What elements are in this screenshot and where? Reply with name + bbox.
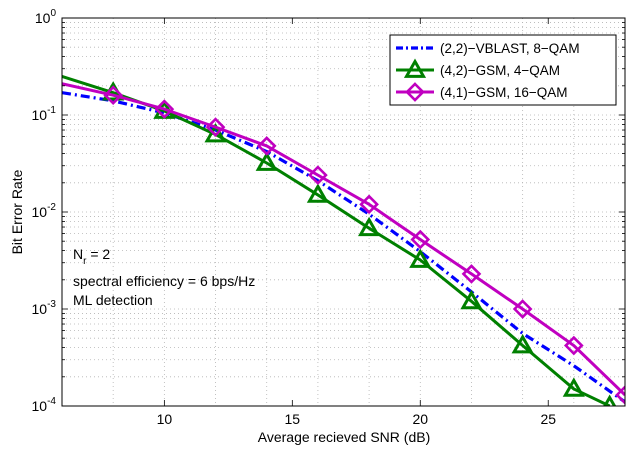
y-tick-base: 10 [32, 204, 48, 220]
legend-marker [403, 58, 427, 78]
data-point-diamond [308, 165, 328, 185]
legend: (2,2)−VBLAST, 8−QAM (4,2)−GSM, 4−QAM (4,1)… [389, 34, 617, 106]
y-tick-base: 10 [32, 107, 48, 123]
y-tick-base: 10 [32, 301, 48, 317]
data-point-diamond [512, 299, 533, 319]
data-point-diamond [359, 194, 379, 215]
series-3 [62, 82, 625, 405]
data-point-diamond [154, 99, 175, 119]
y-tick-label: 100 [35, 8, 57, 26]
data-point-diamond [103, 85, 124, 106]
legend-entry: (4,1)−GSM, 16−QAM [396, 82, 568, 102]
legend-entry: (4,2)−GSM, 4−QAM [396, 58, 560, 78]
y-tick-label: 10-2 [32, 202, 57, 220]
legend-entry: (2,2)−VBLAST, 8−QAM [396, 41, 580, 56]
data-point-triangle [358, 216, 381, 237]
series-2 [62, 74, 617, 406]
data-point-diamond [461, 264, 482, 284]
nr-rest: = 2 [86, 246, 110, 262]
series-line [62, 91, 625, 404]
series-1 [62, 91, 625, 404]
annotation-block: Nr = 2 spectral efficiency = 6 bps/Hz ML… [73, 246, 255, 308]
data-point-triangle [409, 248, 432, 268]
detection-annotation: ML detection [73, 292, 153, 308]
data-point-triangle [603, 394, 617, 406]
data-point-diamond [256, 136, 277, 156]
nr-annotation: Nr = 2 [73, 246, 110, 267]
nr-sub: r [83, 256, 87, 267]
data-point-diamond [615, 385, 625, 405]
data-point-triangle [306, 183, 329, 203]
y-tick-exponent: -4 [47, 396, 56, 407]
data-point-diamond [205, 117, 226, 137]
y-tick-exponent: -1 [47, 105, 56, 116]
y-tick-label: 10-3 [32, 299, 57, 317]
x-tick-label: 25 [540, 411, 556, 427]
series-line [62, 82, 625, 397]
data-point-diamond [563, 335, 584, 356]
data-point-triangle [204, 122, 227, 143]
legend-label: (2,2)−VBLAST, 8−QAM [440, 41, 580, 56]
x-tick-label: 20 [412, 411, 428, 427]
data-point-triangle [562, 377, 585, 397]
series-layer [62, 74, 625, 406]
data-point-triangle [255, 151, 278, 171]
data-point-triangle [460, 289, 483, 310]
legend-label: (4,1)−GSM, 16−QAM [440, 85, 568, 100]
y-tick-exponent: -2 [47, 202, 56, 213]
y-axis-label: Bit Error Rate [9, 169, 25, 254]
legend-marker [405, 82, 425, 102]
y-tick-exponent: -3 [47, 299, 56, 310]
y-tick-label: 10-1 [32, 105, 57, 123]
legend-items: (2,2)−VBLAST, 8−QAM (4,2)−GSM, 4−QAM (4,1)… [396, 41, 580, 102]
y-tick-label: 10-4 [32, 396, 57, 414]
y-tick-exponent: 0 [50, 8, 56, 19]
y-tick-base: 10 [35, 10, 51, 26]
data-point-diamond [410, 229, 431, 250]
x-axis-label: Average recieved SNR (dB) [258, 429, 430, 445]
nr-main: N [73, 246, 83, 262]
legend-label: (4,2)−GSM, 4−QAM [440, 63, 560, 78]
y-tick-base: 10 [32, 398, 48, 414]
series-line [62, 74, 611, 406]
x-tick-label: 15 [285, 411, 301, 427]
x-tick-label: 10 [157, 411, 173, 427]
spectral-efficiency-annotation: spectral efficiency = 6 bps/Hz [73, 273, 255, 289]
data-point-triangle [511, 334, 534, 354]
